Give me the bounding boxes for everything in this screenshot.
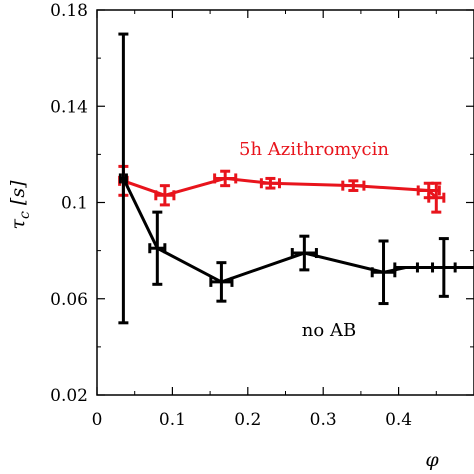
y-tick-label: 0.1 xyxy=(61,194,88,214)
x-tick-label: 0.4 xyxy=(385,410,412,430)
x-tick-label: 0.2 xyxy=(234,410,261,430)
y-tick-label: 0.18 xyxy=(50,1,88,21)
y-axis-label-unit: [s] xyxy=(7,180,29,211)
y-axis-label-subscript: c xyxy=(17,211,33,219)
x-tick-label: 0.1 xyxy=(159,410,186,430)
y-tick-label: 0.02 xyxy=(50,386,88,406)
y-tick-label: 0.06 xyxy=(50,290,88,310)
y-tick-label: 0.14 xyxy=(50,97,88,117)
plot-frame xyxy=(96,9,474,396)
series-label-azithromycin: 5h Azithromycin xyxy=(239,139,389,160)
y-axis-label: τc [s] xyxy=(7,180,33,230)
x-tick-label: 0.3 xyxy=(310,410,337,430)
series-line xyxy=(122,177,474,284)
series-label-no-ab: no AB xyxy=(302,320,356,341)
x-axis-label: φ xyxy=(425,449,439,471)
x-tick-label: 0 xyxy=(92,410,103,430)
y-axis-label-symbol: τ xyxy=(7,218,29,229)
